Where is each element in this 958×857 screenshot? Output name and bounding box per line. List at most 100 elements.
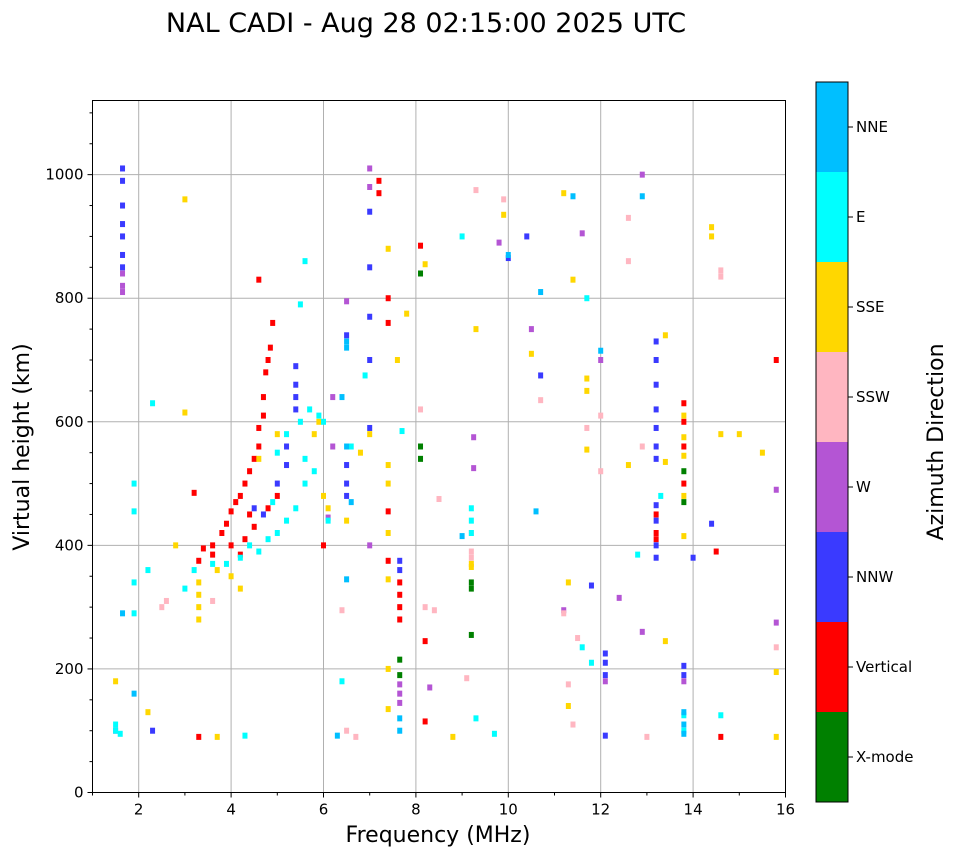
echo-point: [145, 709, 151, 716]
echo-point: [256, 455, 262, 462]
echo-point: [274, 480, 280, 487]
echo-point: [397, 727, 403, 734]
echo-point: [505, 251, 511, 258]
echo-point: [274, 449, 280, 456]
echo-point: [293, 406, 299, 413]
echo-point: [471, 434, 477, 441]
echo-point: [120, 251, 126, 258]
echo-point: [325, 505, 331, 512]
echo-point: [223, 520, 229, 527]
echo-point: [584, 446, 590, 453]
x-axis-label: Frequency (MHz): [346, 823, 531, 848]
echo-point: [260, 511, 266, 518]
echo-point: [501, 211, 507, 218]
echo-point: [344, 298, 350, 305]
echo-point: [247, 542, 253, 549]
echo-point: [385, 245, 391, 252]
echo-point: [182, 409, 188, 416]
colorbar-label: W: [856, 478, 871, 496]
echo-point: [316, 418, 322, 425]
echo-point: [256, 424, 262, 431]
echo-point: [397, 699, 403, 706]
echo-point: [397, 616, 403, 623]
echo-point: [662, 638, 668, 645]
echo-point: [653, 455, 659, 462]
echo-point: [163, 597, 169, 604]
echo-point: [653, 338, 659, 345]
echo-point: [468, 517, 474, 524]
echo-point: [219, 530, 225, 536]
echo-point: [602, 732, 608, 739]
colorbar-swatch: [816, 622, 848, 712]
echo-point: [397, 567, 403, 574]
echo-point: [367, 208, 373, 215]
echo-point: [265, 357, 271, 363]
echo-point: [681, 434, 687, 441]
echo-point: [131, 690, 137, 697]
echo-point: [113, 727, 119, 734]
colorbar-label: NNE: [856, 118, 888, 136]
echo-point: [653, 511, 659, 518]
echo-point: [214, 567, 220, 574]
echo-point: [265, 505, 271, 512]
echo-point: [260, 412, 266, 419]
echo-point: [718, 273, 724, 280]
echo-point: [344, 344, 350, 351]
echo-point: [344, 462, 350, 469]
echo-point: [284, 443, 290, 450]
echo-point: [653, 357, 659, 363]
echo-point: [773, 619, 779, 626]
echo-point: [237, 554, 243, 561]
echo-point: [270, 319, 276, 326]
echo-point: [196, 591, 202, 598]
echo-point: [385, 706, 391, 713]
colorbar-swatch: [816, 352, 848, 442]
colorbar-swatch: [816, 442, 848, 532]
echo-point: [653, 381, 659, 388]
echo-point: [709, 520, 715, 527]
echo-point: [404, 310, 410, 317]
echo-point: [385, 557, 391, 564]
echo-point: [293, 505, 299, 512]
echo-point: [233, 499, 239, 506]
echo-point: [773, 644, 779, 651]
echo-point: [307, 406, 313, 413]
echo-point: [237, 585, 243, 592]
echo-point: [473, 715, 479, 722]
echo-point: [681, 672, 687, 679]
x-axis: 2 4 6 8 10 12 14 16: [92, 792, 795, 819]
echo-point: [579, 644, 585, 651]
echo-point: [210, 560, 216, 567]
echo-point: [491, 730, 497, 737]
echo-point: [367, 264, 373, 271]
echo-point: [436, 496, 442, 503]
echo-point: [256, 443, 262, 450]
echo-point: [773, 733, 779, 740]
colorbar-frame: [815, 81, 849, 803]
echo-point: [385, 576, 391, 583]
echo-point: [718, 733, 724, 740]
echo-point: [653, 502, 659, 509]
echo-point: [256, 548, 262, 555]
echo-point: [196, 579, 202, 586]
echo-point: [561, 610, 567, 617]
echo-point: [625, 462, 631, 469]
echo-point: [399, 428, 405, 435]
echo-point: [228, 542, 234, 549]
echo-point: [681, 480, 687, 487]
echo-point: [653, 517, 659, 524]
echo-point: [418, 406, 424, 413]
echo-point: [584, 295, 590, 302]
echo-point: [658, 492, 664, 499]
echo-point: [570, 193, 576, 200]
echo-point: [538, 289, 544, 296]
echo-point: [385, 508, 391, 515]
echo-point: [422, 638, 428, 645]
echo-point: [736, 431, 742, 438]
echo-point: [173, 542, 179, 549]
echo-point: [284, 462, 290, 469]
echo-point: [214, 733, 220, 740]
echo-point: [690, 554, 696, 561]
echo-point: [524, 233, 530, 240]
